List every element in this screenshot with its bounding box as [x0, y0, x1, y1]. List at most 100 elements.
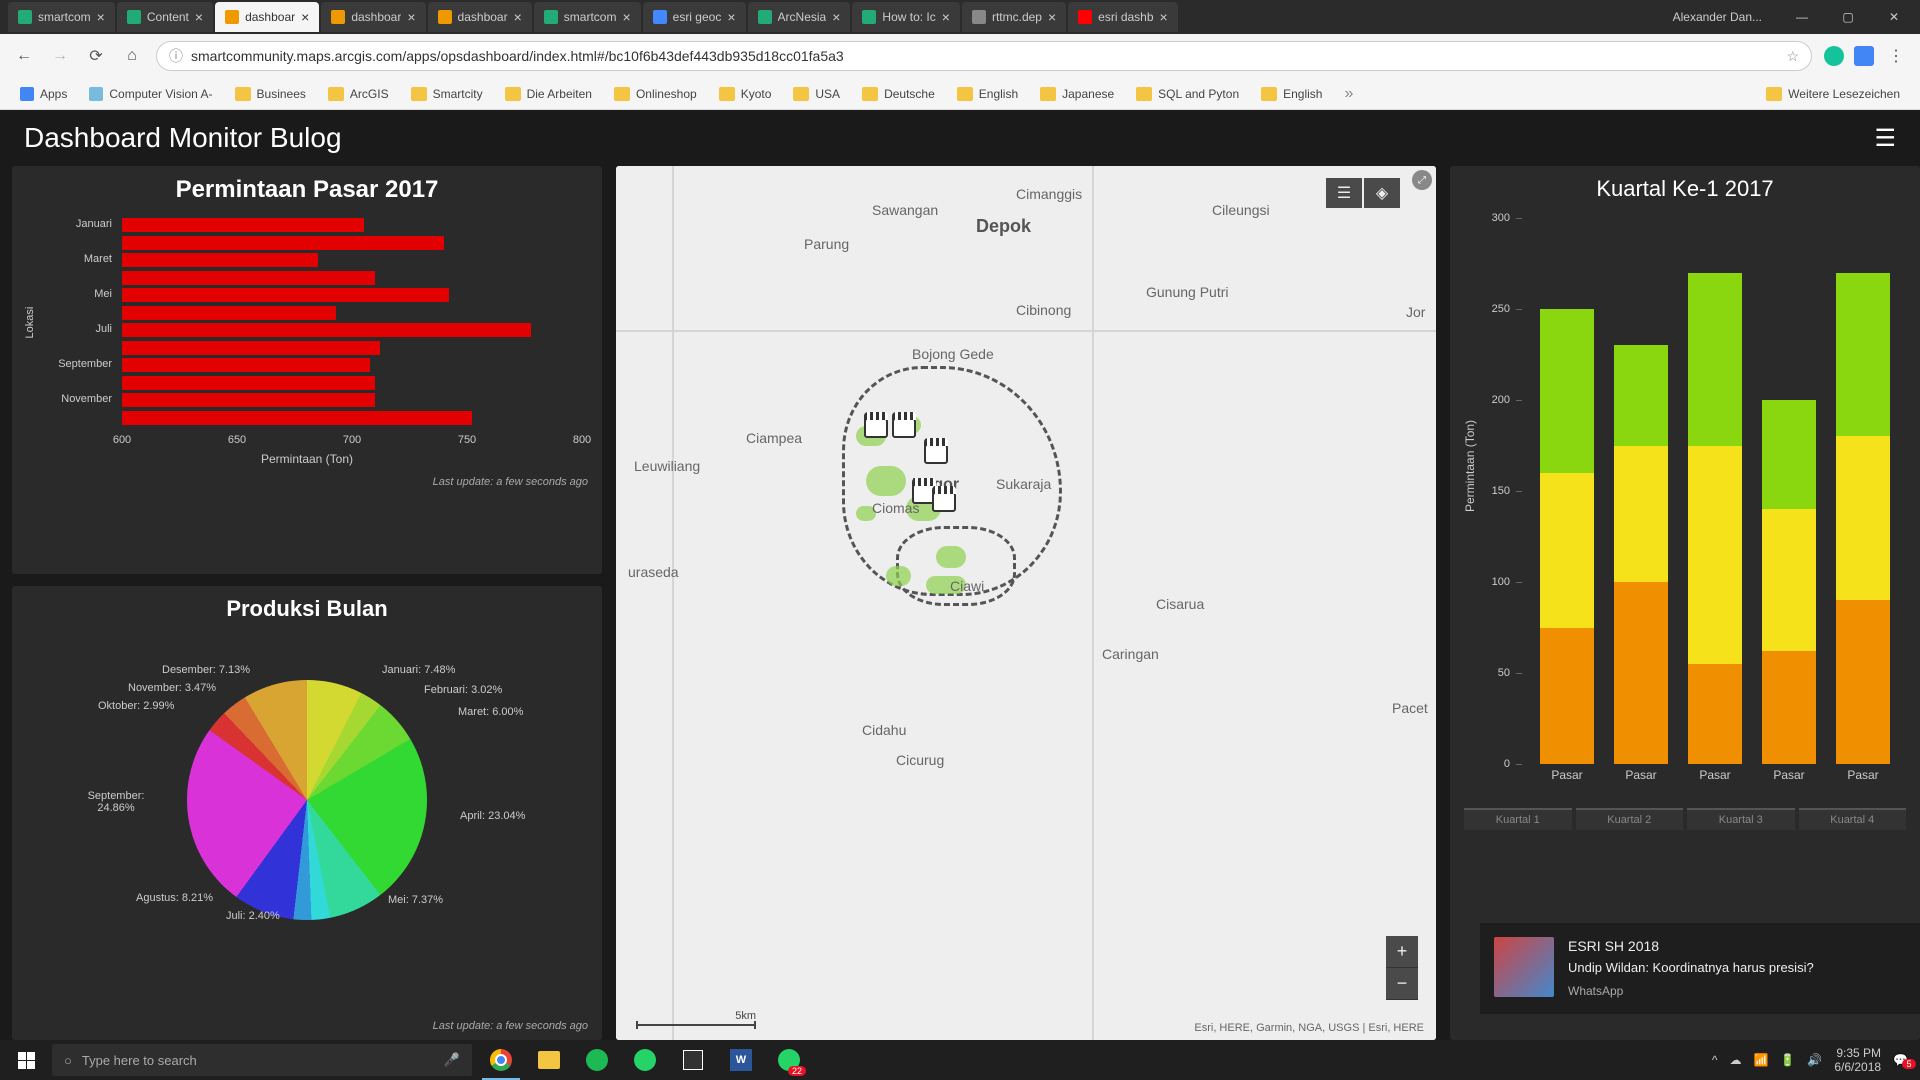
hbar-bar[interactable] — [122, 236, 444, 250]
minimize-button[interactable]: — — [1780, 2, 1824, 32]
grammarly-ext-icon[interactable] — [1824, 46, 1844, 66]
market-marker-icon[interactable] — [892, 418, 916, 438]
explorer-taskbar-icon[interactable] — [526, 1040, 572, 1080]
stacked-chart[interactable]: Permintaan (Ton) PasarPasarPasarPasarPas… — [1464, 210, 1906, 800]
hbar-bar[interactable] — [122, 393, 375, 407]
dashboard-menu-button[interactable]: ☰ — [1874, 124, 1896, 153]
zoom-in-button[interactable]: + — [1386, 936, 1418, 968]
tab-close-icon[interactable]: × — [1160, 9, 1168, 25]
quarter-tab[interactable]: Kuartal 4 — [1799, 808, 1907, 830]
tab-close-icon[interactable]: × — [622, 9, 630, 25]
home-button[interactable]: ⌂ — [120, 44, 144, 68]
tray-clock[interactable]: 9:35 PM 6/6/2018 — [1834, 1046, 1881, 1075]
market-marker-icon[interactable] — [932, 492, 956, 512]
bookmark-item[interactable]: SQL and Pyton — [1128, 83, 1247, 105]
bookmark-item[interactable]: English — [949, 83, 1026, 105]
map-layers-button[interactable]: ◈ — [1364, 178, 1400, 208]
browser-tab[interactable]: rttmc.dep× — [962, 2, 1066, 32]
bookmark-item[interactable]: Businees — [227, 83, 314, 105]
hbar-bar[interactable] — [122, 253, 318, 267]
tab-close-icon[interactable]: × — [1048, 9, 1056, 25]
menu-button[interactable]: ⋮ — [1884, 44, 1908, 68]
quarter-tab[interactable]: Kuartal 3 — [1687, 808, 1795, 830]
browser-tab[interactable]: smartcom× — [8, 2, 115, 32]
tab-close-icon[interactable]: × — [97, 9, 105, 25]
hbar-bar[interactable] — [122, 341, 380, 355]
forward-button[interactable]: → — [48, 44, 72, 68]
bookmarks-overflow[interactable]: » — [1344, 85, 1353, 103]
hbar-bar[interactable] — [122, 323, 531, 337]
site-info-icon[interactable]: ⓘ — [169, 46, 183, 66]
whatsapp-notification[interactable]: ESRI SH 2018 Undip Wildan: Koordinatnya … — [1480, 923, 1920, 1014]
store-taskbar-icon[interactable] — [670, 1040, 716, 1080]
browser-tab[interactable]: ArcNesia× — [748, 2, 851, 32]
bookmark-item[interactable]: USA — [785, 83, 848, 105]
action-center-icon[interactable]: 💬5 — [1893, 1053, 1908, 1067]
browser-tab[interactable]: esri dashb× — [1068, 2, 1178, 32]
volume-icon[interactable]: 🔊 — [1807, 1053, 1822, 1067]
hbar-bar[interactable] — [122, 358, 370, 372]
onedrive-icon[interactable]: ☁ — [1729, 1053, 1741, 1067]
zoom-out-button[interactable]: − — [1386, 968, 1418, 1000]
bookmark-item[interactable]: Japanese — [1032, 83, 1122, 105]
quarter-tab[interactable]: Kuartal 2 — [1576, 808, 1684, 830]
bookmark-item[interactable]: Deutsche — [854, 83, 943, 105]
browser-tab[interactable]: Content× — [117, 2, 213, 32]
bookmark-item[interactable]: ArcGIS — [320, 83, 397, 105]
tab-close-icon[interactable]: × — [407, 9, 415, 25]
hbar-bar[interactable] — [122, 288, 449, 302]
mic-icon[interactable]: 🎤 — [444, 1052, 460, 1068]
battery-icon[interactable]: 🔋 — [1780, 1053, 1795, 1067]
hbar-bar[interactable] — [122, 376, 375, 390]
market-marker-icon[interactable] — [924, 444, 948, 464]
spotify-taskbar-icon[interactable] — [574, 1040, 620, 1080]
taskbar-search[interactable]: ○ Type here to search 🎤 — [52, 1044, 472, 1076]
map-legend-button[interactable]: ☰ — [1326, 178, 1362, 208]
stacked-bar[interactable] — [1688, 273, 1742, 764]
map-panel[interactable]: SawanganCimanggisDepokCileungsiParungGun… — [616, 166, 1436, 1040]
tab-close-icon[interactable]: × — [832, 9, 840, 25]
maximize-button[interactable]: ▢ — [1826, 2, 1870, 32]
tab-close-icon[interactable]: × — [942, 9, 950, 25]
browser-tab[interactable]: dashboar× — [215, 2, 319, 32]
tab-close-icon[interactable]: × — [727, 9, 735, 25]
whatsapp2-taskbar-icon[interactable]: 22 — [766, 1040, 812, 1080]
start-button[interactable] — [4, 1040, 48, 1080]
bookmark-item[interactable]: Kyoto — [711, 83, 780, 105]
bookmark-star-icon[interactable]: ☆ — [1786, 48, 1799, 65]
browser-tab[interactable]: esri geoc× — [643, 2, 746, 32]
hbar-bar[interactable] — [122, 218, 364, 232]
bookmark-item[interactable]: English — [1253, 83, 1330, 105]
calendar-ext-icon[interactable] — [1854, 46, 1874, 66]
tab-close-icon[interactable]: × — [195, 9, 203, 25]
browser-tab[interactable]: smartcom× — [534, 2, 641, 32]
chrome-taskbar-icon[interactable] — [478, 1040, 524, 1080]
stacked-bar[interactable] — [1540, 309, 1594, 764]
pie-chart[interactable]: Januari: 7.48%Februari: 3.02%Maret: 6.00… — [26, 630, 588, 970]
url-box[interactable]: ⓘ smartcommunity.maps.arcgis.com/apps/op… — [156, 41, 1812, 71]
stacked-bar[interactable] — [1614, 345, 1668, 764]
bookmark-item[interactable]: Die Arbeiten — [497, 83, 600, 105]
wifi-icon[interactable]: 📶 — [1753, 1053, 1768, 1067]
market-marker-icon[interactable] — [864, 418, 888, 438]
tray-chevron-icon[interactable]: ^ — [1712, 1053, 1718, 1067]
hbar-bar[interactable] — [122, 306, 336, 320]
tab-close-icon[interactable]: × — [514, 9, 522, 25]
bookmark-item[interactable]: Onlineshop — [606, 83, 705, 105]
tab-close-icon[interactable]: × — [301, 9, 309, 25]
bookmark-item[interactable]: Apps — [12, 83, 75, 105]
map-expand-button[interactable]: ⤢ — [1412, 170, 1432, 190]
browser-tab[interactable]: How to: Ic× — [852, 2, 960, 32]
hbar-bar[interactable] — [122, 411, 472, 425]
stacked-bar[interactable] — [1762, 400, 1816, 764]
word-taskbar-icon[interactable]: W — [718, 1040, 764, 1080]
browser-tab[interactable]: dashboar× — [428, 2, 532, 32]
other-bookmarks[interactable]: Weitere Lesezeichen — [1758, 83, 1908, 105]
quarter-tab[interactable]: Kuartal 1 — [1464, 808, 1572, 830]
map-canvas[interactable]: SawanganCimanggisDepokCileungsiParungGun… — [616, 166, 1436, 1040]
whatsapp-taskbar-icon[interactable] — [622, 1040, 668, 1080]
hbar-bar[interactable] — [122, 271, 375, 285]
browser-tab[interactable]: dashboar× — [321, 2, 425, 32]
hbar-chart[interactable]: Lokasi Permintaan (Ton) JanuariMaretMeiJ… — [26, 212, 588, 472]
stacked-bar[interactable] — [1836, 273, 1890, 764]
